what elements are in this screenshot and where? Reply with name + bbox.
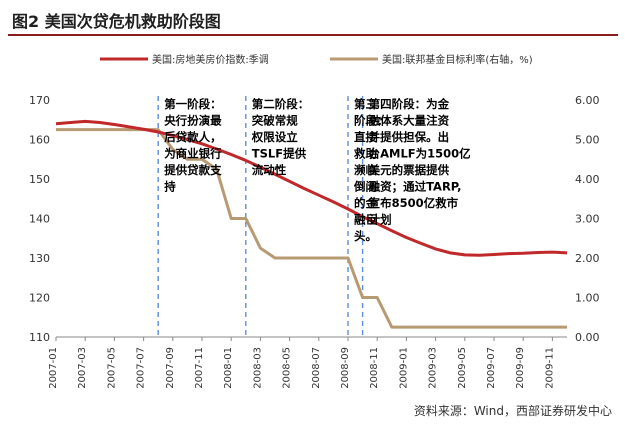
annotation-line: 央行扮演最 (164, 114, 222, 128)
annotation-line: 第三 (354, 97, 377, 111)
axes: 110 120 130 140 150 160 170 0.00 1.00 2.00 3.00 4.0… (29, 94, 600, 389)
x-tick-label: 2008-09 (340, 347, 351, 389)
annotation-line: 持 (164, 180, 176, 194)
y-right-tick-label: 5.00 (575, 134, 600, 147)
legend-label-hpi: 美国:房地美房价指数:季调 (152, 53, 269, 66)
annotation-line: 台AMLF为1500亿 (369, 147, 472, 161)
annotation-phase3: 第三阶段： 直接救助濒临倒闭的金融巨头。 (353, 97, 389, 243)
x-tick-label: 2008-07 (311, 347, 322, 389)
annotation-line: 救助 (354, 147, 377, 161)
annotation-line: 第四阶段：为金 (369, 97, 450, 111)
x-tick-label: 2007-05 (106, 347, 117, 389)
annotation-phase4: 第四阶段：为金融体系大量注资并提供担保。出台AMLF为1500亿美元的票据提供融… (369, 97, 472, 227)
y-right-tick-label: 2.00 (575, 252, 600, 265)
annotation-line: 的金 (354, 196, 377, 210)
annotation-line: 为商业银行 (164, 147, 222, 161)
y-left-tick-label: 150 (29, 173, 50, 186)
x-tick-label: 2007-07 (136, 347, 147, 389)
annotation-line: 美元的票据提供 (369, 163, 450, 177)
annotation-line: 第一阶段： (164, 97, 222, 111)
y-right-tick-label: 3.00 (575, 213, 600, 226)
series-lines (55, 119, 568, 329)
annotation-line: 头。 (354, 229, 377, 243)
y-left-tick-label: 170 (29, 94, 50, 107)
x-tick-label: 2009-11 (544, 347, 555, 389)
x-tick-label: 2009-09 (515, 347, 526, 389)
phase-annotations: 第一阶段： 央行扮演最后贷款人， 为商业银行提供贷款支持 第二阶段： 突破常规权限设立 T… (164, 97, 471, 243)
legend: 美国:房地美房价指数:季调 美国:联邦基金目标利率(右轴，%) (100, 53, 533, 66)
annotation-line: 后贷款人， (164, 130, 222, 144)
annotation-line: 第二阶段： (252, 97, 309, 111)
source-note: 资料来源：Wind，西部证券研发中心 (413, 404, 612, 418)
x-tick-label: 2009-05 (457, 347, 468, 389)
annotation-line: 阶段： (354, 114, 389, 128)
title-divider (8, 34, 618, 36)
x-tick-label: 2008-03 (252, 347, 263, 389)
annotation-line: 流动性 (252, 163, 287, 177)
annotation-line: 提供贷款支 (164, 163, 222, 177)
x-tick-label: 2007-09 (165, 347, 176, 389)
y-right-tick-label: 6.00 (575, 94, 600, 107)
y-right-tick-label: 4.00 (575, 173, 600, 186)
x-tick-label: 2007-01 (48, 347, 59, 389)
annotation-line: 权限设立 (251, 130, 298, 144)
series-line-house-price-index (55, 119, 568, 257)
annotation-phase2: 第二阶段： 突破常规权限设立 TSLF提供流动性 (251, 97, 309, 177)
y-left-tick-label: 160 (29, 134, 50, 147)
legend-label-fed: 美国:联邦基金目标利率(右轴，%) (382, 53, 533, 66)
x-tick-label: 2008-05 (282, 347, 293, 389)
x-tick-label: 2009-07 (486, 347, 497, 389)
x-tick-label: 2009-01 (398, 347, 409, 389)
x-tick-label: 2009-03 (428, 347, 439, 389)
annotation-line: 并提供担保。出 (369, 130, 450, 144)
x-tick-label: 2007-11 (194, 347, 205, 389)
y-right-tick-label: 0.00 (575, 331, 600, 344)
y-left-tick-label: 130 (29, 252, 50, 265)
annotation-line: TSLF提供 (252, 147, 307, 161)
annotation-line: 濒临 (354, 163, 377, 177)
annotation-line: 倒闭 (353, 180, 377, 194)
x-tick-label: 2008-11 (369, 347, 380, 389)
y-left-tick-label: 140 (29, 213, 50, 226)
series-line-fed-funds-rate (56, 128, 567, 329)
annotation-line: 宣布8500亿救市 (369, 196, 459, 210)
y-left-tick-label: 120 (29, 292, 50, 305)
annotation-line: 计划 (369, 213, 392, 227)
annotation-line: 融巨 (354, 213, 377, 227)
annotation-phase1: 第一阶段： 央行扮演最后贷款人， 为商业银行提供贷款支持 (164, 97, 222, 194)
figure-title: 图2 美国次贷危机救助阶段图 (12, 12, 221, 31)
x-tick-label: 2008-01 (223, 347, 234, 389)
annotation-line: 融体系大量注资 (369, 114, 450, 128)
annotation-line: 直接 (354, 130, 377, 144)
annotation-line: 融资；通过TARP, (369, 180, 462, 194)
y-left-tick-label: 110 (29, 331, 50, 344)
annotation-line: 突破常规 (252, 114, 298, 128)
y-right-tick-label: 1.00 (575, 292, 600, 305)
x-tick-label: 2007-03 (77, 347, 88, 389)
